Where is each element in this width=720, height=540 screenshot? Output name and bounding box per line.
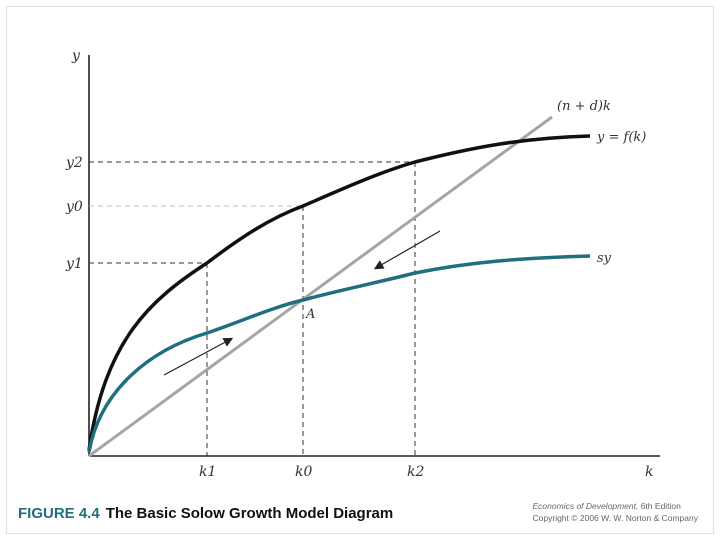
book-edition: 6th Edition xyxy=(640,501,681,511)
savings-curve-label: sy xyxy=(597,251,612,266)
tick-y1: y1 xyxy=(65,256,83,272)
arrow-from-right xyxy=(373,230,441,270)
figure-caption: FIGURE 4.4 The Basic Solow Growth Model D… xyxy=(18,505,393,522)
depreciation-line xyxy=(88,115,553,458)
slide-frame xyxy=(6,6,714,534)
publisher-credit: Economics of Development, 6th Edition Co… xyxy=(533,500,698,524)
production-curve-label: y = f(k) xyxy=(596,130,646,145)
solow-diagram: y k (n + d)k y = f(k) sy A k1 k0 k2 y2 y… xyxy=(65,48,660,480)
y-axis-label: y xyxy=(71,48,81,64)
tick-y0: y0 xyxy=(65,199,83,215)
tick-k0: k0 xyxy=(295,464,312,480)
savings-curve xyxy=(87,254,591,453)
figure-number: FIGURE 4.4 xyxy=(18,505,100,522)
book-title: Economics of Development, xyxy=(532,501,639,511)
copyright: Copyright © 2006 W. W. Norton & Company xyxy=(532,513,698,523)
figure-title: The Basic Solow Growth Model Diagram xyxy=(105,505,394,522)
tick-y2: y2 xyxy=(65,155,83,171)
production-curve xyxy=(87,134,591,451)
x-axis-label: k xyxy=(645,464,653,480)
tick-k2: k2 xyxy=(407,464,424,480)
depreciation-line-label: (n + d)k xyxy=(557,99,611,114)
arrow-from-left xyxy=(163,337,234,376)
tick-k1: k1 xyxy=(199,464,216,480)
point-a-label: A xyxy=(305,307,315,322)
